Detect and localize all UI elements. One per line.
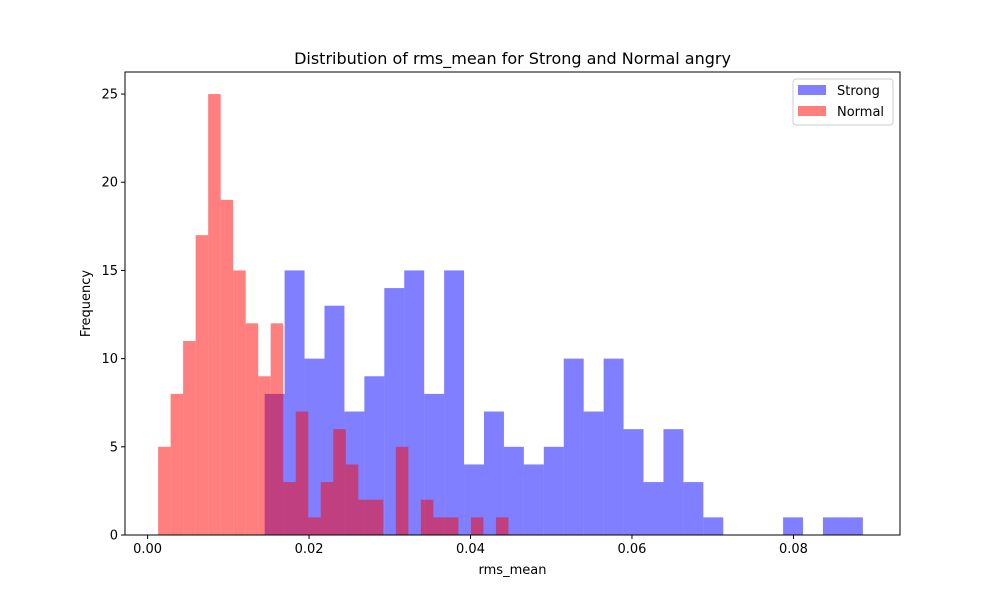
bar-normal-27 [495,517,509,535]
x-axis-label: rms_mean [479,563,547,578]
x-tick-label-1: 0.02 [295,542,324,557]
bar-normal-2 [183,340,196,535]
bar-strong-9 [444,270,465,535]
bar-normal-23 [445,517,459,535]
bar-strong-15 [563,358,584,535]
bar-normal-8 [258,376,271,535]
chart-title: Distribution of rms_mean for Strong and … [294,49,731,69]
bar-normal-25 [470,517,484,535]
x-tick-label-3: 0.06 [618,542,647,557]
legend-label-normal: Normal [837,105,884,120]
bar-normal-22 [433,517,446,535]
bar-strong-12 [503,446,524,535]
bar-strong-13 [523,464,544,535]
legend: Strong Normal [792,78,894,126]
bar-normal-11 [295,411,309,535]
bar-normal-16 [358,499,371,535]
bar-normal-17 [370,499,384,535]
bar-normal-10 [283,482,296,535]
bar-strong-7 [404,270,425,535]
legend-label-strong: Strong [837,84,880,99]
bar-strong-17 [603,358,624,535]
bars-layer [158,94,863,536]
bar-strong-2 [304,358,325,535]
x-tick-label-2: 0.04 [456,542,485,557]
bar-strong-26 [783,517,804,535]
bar-normal-4 [208,94,221,536]
bar-strong-19 [643,482,664,535]
bar-normal-13 [320,482,334,535]
y-axis-label: Frequency [79,270,94,337]
x-tick-label-4: 0.08 [779,542,808,557]
bar-normal-7 [245,323,259,535]
bar-strong-22 [703,517,724,535]
bar-strong-18 [623,429,644,535]
bar-strong-29 [842,517,863,535]
bar-normal-3 [195,235,209,535]
bar-normal-5 [220,199,234,535]
bar-normal-15 [345,464,359,535]
bar-normal-6 [233,270,246,535]
y-tick-label-1: 5 [110,440,118,455]
bar-strong-16 [583,411,604,535]
legend-swatch-strong [798,85,826,95]
bar-normal-21 [420,499,434,535]
y-tick-label-2: 10 [101,352,118,367]
y-tick-label-4: 20 [101,176,118,191]
bar-strong-14 [543,446,564,535]
bar-normal-14 [333,429,346,535]
bar-strong-21 [683,482,704,535]
bar-strong-28 [822,517,843,535]
y-tick-label-5: 25 [101,88,118,103]
y-tick-label-0: 0 [110,529,118,544]
bar-strong-11 [484,411,504,535]
bar-strong-20 [663,429,684,535]
axes-layer: 0.00 0.02 0.04 0.06 0.08 0 5 10 15 20 25 [101,71,901,557]
plot-frame [124,71,901,536]
legend-swatch-normal [798,106,826,116]
bar-normal-1 [170,393,184,535]
x-tick-label-0: 0.00 [133,542,162,557]
bar-normal-12 [308,517,321,535]
bar-normal-0 [158,446,171,535]
bar-normal-9 [270,323,284,535]
bar-strong-5 [364,376,385,535]
bar-normal-19 [395,446,409,535]
y-tick-label-3: 15 [101,264,118,279]
